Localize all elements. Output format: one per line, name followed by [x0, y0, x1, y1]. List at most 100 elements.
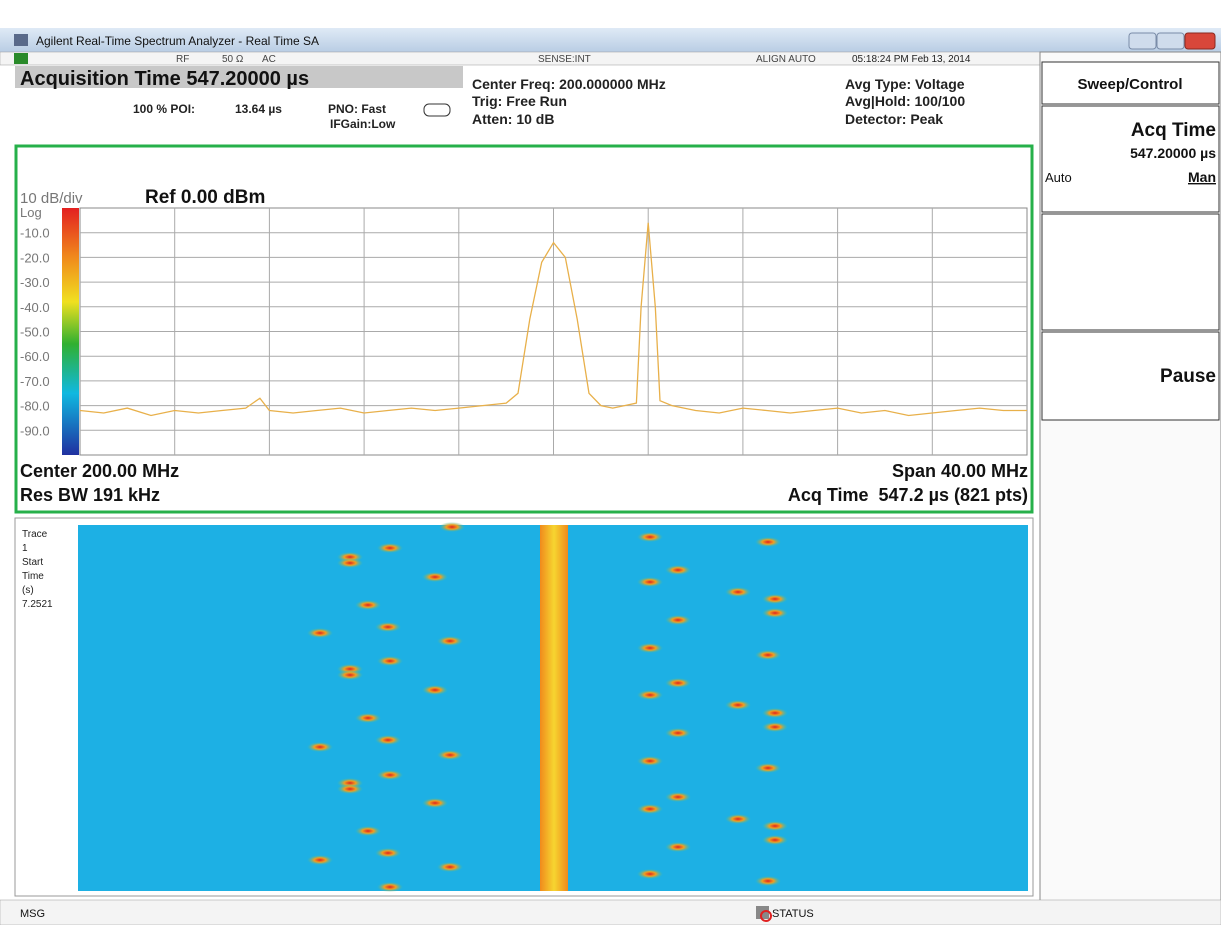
burst [637, 869, 663, 879]
y-tick-label: -40.0 [20, 300, 50, 315]
status-impedance: 50 Ω [222, 54, 244, 65]
waterfall-label: Trace [22, 529, 48, 540]
rbw-footer: Res BW 191 kHz [20, 485, 160, 505]
acq-time-value: 547.20000 µs [1130, 145, 1216, 161]
waterfall-label: 1 [22, 543, 28, 554]
waterfall-label: Time [22, 571, 44, 582]
burst [637, 804, 663, 814]
status-rf: RF [176, 54, 189, 65]
burst [665, 615, 691, 625]
ref-level: Ref 0.00 dBm [145, 187, 265, 208]
burst [337, 784, 363, 794]
burst [755, 537, 781, 547]
burst [307, 628, 333, 638]
menu-title: Sweep/Control [1077, 76, 1182, 93]
burst [422, 798, 448, 808]
burst [755, 876, 781, 886]
pno: PNO: Fast [328, 102, 386, 116]
avg-hold: Avg|Hold: 100/100 [845, 93, 965, 109]
minimize-button[interactable] [1129, 33, 1156, 49]
scale-type: Log [20, 205, 42, 220]
burst [755, 763, 781, 773]
maximize-button[interactable] [1157, 33, 1184, 49]
waterfall-label: (s) [22, 585, 34, 596]
burst [337, 558, 363, 568]
acq-footer: Acq Time 547.2 µs (821 pts) [788, 485, 1028, 505]
man-option: Man [1188, 169, 1216, 185]
y-tick-label: -60.0 [20, 349, 50, 364]
attenuation: Atten: 10 dB [472, 111, 554, 127]
y-tick-label: -80.0 [20, 399, 50, 414]
burst [637, 643, 663, 653]
burst [437, 636, 463, 646]
waterfall-carrier [540, 525, 568, 891]
burst [377, 770, 403, 780]
burst [762, 722, 788, 732]
burst [422, 572, 448, 582]
detector: Detector: Peak [845, 111, 943, 127]
burst [375, 735, 401, 745]
burst [422, 685, 448, 695]
burst [665, 728, 691, 738]
acq-time-title: Acq Time [1131, 120, 1216, 141]
app-icon [14, 34, 28, 46]
trigger: Trig: Free Run [472, 93, 567, 109]
y-tick-label: -90.0 [20, 423, 50, 438]
burst [755, 650, 781, 660]
acquisition-time: Acquisition Time 547.20000 µs [20, 68, 309, 90]
burst [665, 792, 691, 802]
poi-time: 13.64 µs [235, 102, 282, 116]
y-tick-label: -50.0 [20, 325, 50, 340]
span-footer: Span 40.00 MHz [892, 461, 1028, 481]
burst [762, 821, 788, 831]
msg-label: MSG [20, 908, 45, 920]
burst [307, 742, 333, 752]
burst [665, 565, 691, 575]
burst [355, 826, 381, 836]
burst [439, 522, 465, 532]
center-freq: Center Freq: 200.000000 MHz [472, 76, 666, 92]
status-align: ALIGN AUTO [756, 54, 816, 65]
burst [307, 855, 333, 865]
burst [437, 750, 463, 760]
burst [637, 532, 663, 542]
pause-label: Pause [1160, 366, 1216, 387]
status-coupling: AC [262, 54, 276, 65]
window-title: Agilent Real-Time Spectrum Analyzer - Re… [36, 34, 319, 48]
burst [637, 577, 663, 587]
y-tick-label: -30.0 [20, 275, 50, 290]
color-bar [62, 208, 79, 455]
burst [337, 670, 363, 680]
close-button[interactable] [1185, 33, 1215, 49]
auto-option: Auto [1045, 170, 1072, 185]
y-tick-label: -10.0 [20, 226, 50, 241]
burst [665, 678, 691, 688]
burst [637, 756, 663, 766]
poi-label: 100 % POI: [133, 102, 195, 116]
lxi-icon [14, 53, 28, 64]
loop-icon [424, 104, 450, 116]
waterfall-label: Start [22, 557, 43, 568]
softkey-empty[interactable] [1042, 214, 1219, 330]
burst [377, 543, 403, 553]
burst [762, 594, 788, 604]
waterfall-label: 7.2521 [22, 599, 53, 610]
burst [377, 882, 403, 892]
burst [355, 713, 381, 723]
burst [725, 587, 751, 597]
burst [375, 622, 401, 632]
analyzer-window: Agilent Real-Time Spectrum Analyzer - Re… [0, 0, 1221, 925]
status-sense: SENSE:INT [538, 54, 591, 65]
bottom-bar [0, 900, 1221, 925]
plot-area: -10.0 -20.0 -30.0 -40.0 -50.0 -60.0 -70.0 -80.0… [20, 208, 1027, 455]
burst [665, 842, 691, 852]
burst [375, 848, 401, 858]
y-tick-label: -70.0 [20, 374, 50, 389]
burst [762, 835, 788, 845]
y-tick-label: -20.0 [20, 250, 50, 265]
if-gain: IFGain:Low [330, 117, 396, 131]
page: Agilent Real-Time Spectrum Analyzer - Re… [0, 0, 1221, 925]
burst [725, 700, 751, 710]
burst [355, 600, 381, 610]
burst [377, 656, 403, 666]
